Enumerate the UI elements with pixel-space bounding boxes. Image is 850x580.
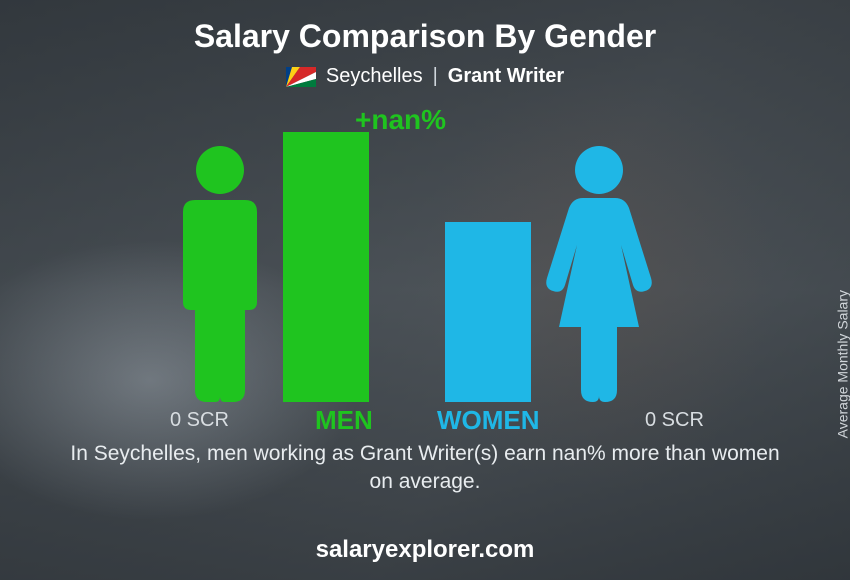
job-label: Grant Writer (448, 65, 564, 88)
country-label: Seychelles (326, 65, 423, 88)
page-title: Salary Comparison By Gender (194, 18, 656, 55)
men-label: MEN (315, 405, 373, 436)
footer-source: salaryexplorer.com (0, 536, 850, 564)
men-bar (283, 132, 369, 402)
infographic-container: Salary Comparison By Gender Seychelles |… (0, 0, 850, 580)
women-value-label: 0 SCR (645, 409, 704, 432)
woman-icon (539, 142, 659, 402)
chart-area: +nan% 0 SCR MEN WOMEN 0 SCR (75, 98, 775, 438)
y-axis-label: Average Monthly Salary (834, 290, 850, 438)
women-bar (445, 222, 531, 402)
subtitle-row: Seychelles | Grant Writer (286, 65, 564, 88)
man-icon (165, 142, 275, 402)
seychelles-flag-icon (286, 67, 316, 87)
women-group (445, 142, 659, 402)
women-label: WOMEN (437, 405, 540, 436)
men-value-label: 0 SCR (170, 409, 229, 432)
men-group (165, 132, 369, 402)
description-text: In Seychelles, men working as Grant Writ… (65, 440, 785, 497)
separator: | (433, 65, 438, 88)
